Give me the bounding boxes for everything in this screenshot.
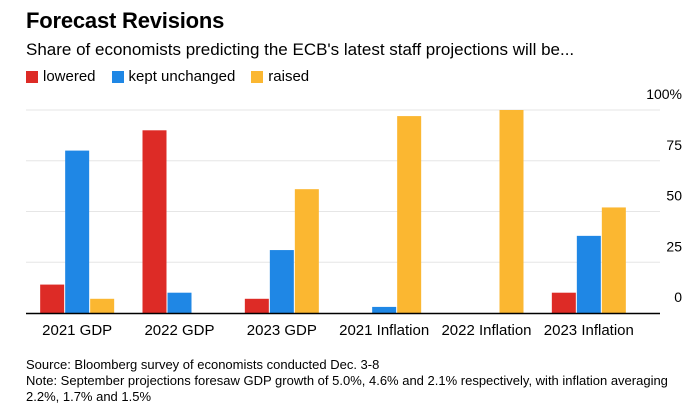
legend-label-lowered: lowered — [43, 68, 96, 85]
bar-2021-inflation-kept-unchanged — [372, 306, 397, 313]
legend-item-lowered: lowered — [26, 68, 96, 85]
legend-label-kept-unchanged: kept unchanged — [128, 68, 236, 85]
y-tick-label-25: 25 — [666, 238, 682, 254]
bar-2021-inflation-raised — [397, 116, 422, 313]
bar-2021-gdp-raised — [90, 298, 115, 313]
y-tick-label-0: 0 — [674, 289, 682, 305]
x-tick-label-2022-gdp: 2022 GDP — [144, 322, 214, 339]
chart-subtitle: Share of economists predicting the ECB's… — [26, 40, 575, 59]
bar-2022-gdp-lowered — [142, 130, 167, 313]
legend-swatch-lowered — [26, 70, 38, 83]
chart-footer: Source: Bloomberg survey of economists c… — [26, 357, 686, 405]
bar-2022-inflation-raised — [499, 110, 524, 313]
legend-swatch-kept-unchanged — [111, 70, 124, 83]
footnote: Note: September projections foresaw GDP … — [26, 373, 668, 404]
legend-item-raised: raised — [251, 68, 309, 85]
bar-2023-inflation-kept-unchanged — [576, 235, 601, 313]
legend-swatch-raised — [251, 70, 264, 83]
y-tick-label-50: 50 — [666, 188, 682, 204]
legend-label-raised: raised — [268, 68, 310, 85]
bar-2023-gdp-lowered — [244, 298, 269, 313]
bar-2023-inflation-raised — [601, 207, 626, 313]
bar-2022-gdp-kept-unchanged — [167, 292, 192, 313]
source-note: Source: Bloomberg survey of economists c… — [26, 357, 380, 372]
y-tick-label-100: 100% — [646, 86, 682, 102]
x-tick-label-2023-inflation: 2023 Inflation — [544, 322, 634, 339]
bar-2023-inflation-lowered — [551, 292, 576, 313]
bar-2023-gdp-kept-unchanged — [269, 250, 294, 313]
legend: lowered kept unchanged raised — [26, 68, 325, 85]
chart-title: Forecast Revisions — [26, 8, 225, 33]
bar-2021-gdp-kept-unchanged — [65, 150, 90, 313]
bar-2023-gdp-raised — [294, 189, 319, 313]
bar-2021-gdp-lowered — [40, 284, 65, 313]
x-tick-label-2021-gdp: 2021 GDP — [42, 322, 112, 339]
x-tick-label-2022-inflation: 2022 Inflation — [441, 322, 531, 339]
y-tick-label-75: 75 — [666, 137, 682, 153]
x-tick-label-2023-gdp: 2023 GDP — [247, 322, 317, 339]
legend-item-kept-unchanged: kept unchanged — [111, 68, 236, 85]
x-tick-label-2021-inflation: 2021 Inflation — [339, 322, 429, 339]
